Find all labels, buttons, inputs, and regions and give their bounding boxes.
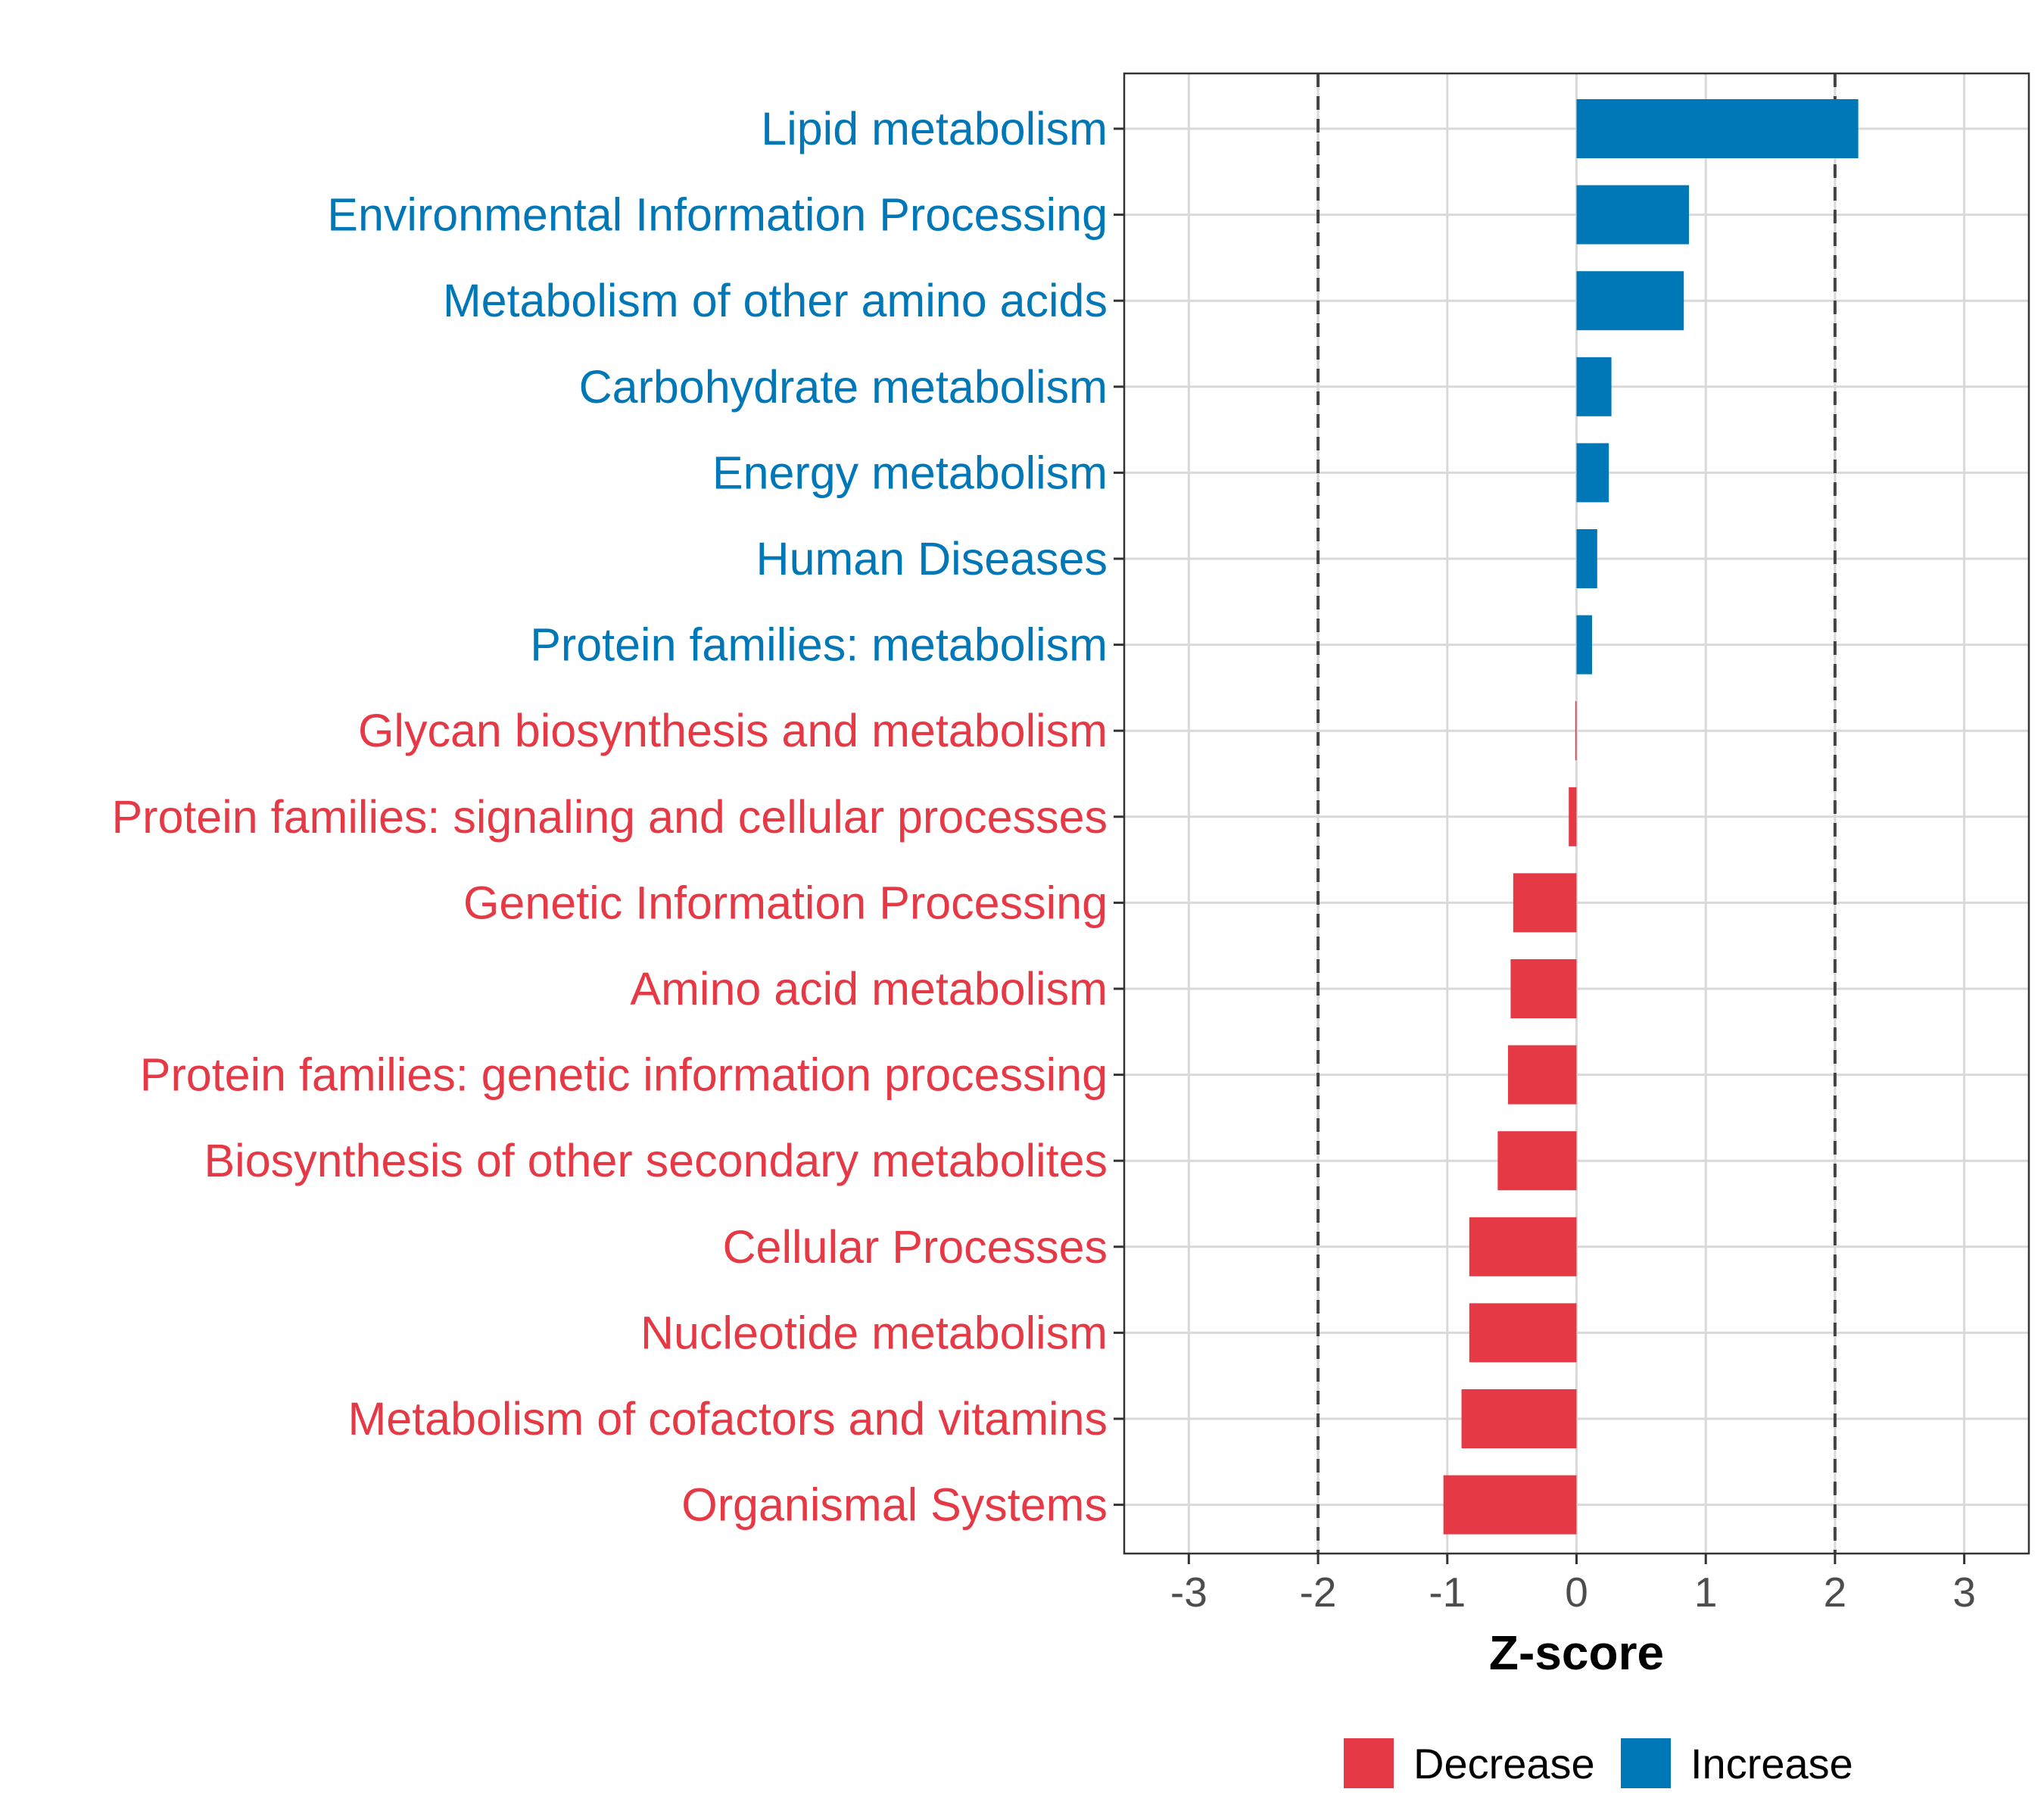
- legend-label-decrease: Decrease: [1413, 1740, 1595, 1787]
- category-label: Amino acid metabolism: [630, 963, 1108, 1014]
- x-axis-title: Z-score: [1489, 1625, 1664, 1680]
- x-tick-label: 1: [1694, 1569, 1718, 1616]
- bar: [1576, 185, 1690, 245]
- category-label: Protein families: metabolism: [530, 619, 1108, 671]
- x-axis-ticks: -3 -2 -1 0 1 2 3: [1170, 1554, 1976, 1616]
- bar: [1575, 701, 1577, 761]
- legend-swatch-increase: [1621, 1738, 1671, 1788]
- y-axis-labels: Lipid metabolism Environmental Informatio…: [111, 103, 1108, 1531]
- category-label: Genetic Information Processing: [463, 877, 1108, 928]
- bar: [1461, 1389, 1577, 1448]
- category-label: Human Diseases: [756, 533, 1108, 584]
- y-axis-ticks: [1114, 127, 1124, 1507]
- bar: [1576, 357, 1612, 416]
- category-label: Carbohydrate metabolism: [579, 361, 1108, 413]
- bar: [1576, 99, 1859, 158]
- legend-swatch-decrease: [1344, 1738, 1394, 1788]
- x-tick-label: 2: [1824, 1569, 1847, 1616]
- category-label: Protein families: genetic information pr…: [140, 1049, 1108, 1101]
- bar: [1510, 959, 1577, 1018]
- category-label: Lipid metabolism: [761, 103, 1108, 154]
- x-tick-label: 3: [1952, 1569, 1976, 1616]
- category-label: Metabolism of other amino acids: [443, 275, 1108, 326]
- x-tick-label: -1: [1429, 1569, 1466, 1616]
- x-tick-label: 0: [1565, 1569, 1588, 1616]
- reference-lines: [1316, 73, 1837, 1554]
- bar: [1469, 1217, 1577, 1276]
- bars: [1443, 99, 1859, 1535]
- category-label: Environmental Information Processing: [327, 189, 1108, 241]
- bar: [1576, 443, 1609, 503]
- bar: [1576, 615, 1592, 675]
- bar: [1508, 1045, 1577, 1105]
- bar: [1513, 873, 1577, 933]
- category-label: Metabolism of cofactors and vitamins: [347, 1393, 1108, 1445]
- bar: [1576, 271, 1684, 331]
- bar: [1469, 1303, 1577, 1363]
- legend: Decrease Increase: [1344, 1738, 1853, 1788]
- category-label: Biosynthesis of other secondary metaboli…: [204, 1135, 1108, 1186]
- x-tick-label: -3: [1170, 1569, 1207, 1616]
- category-label: Nucleotide metabolism: [640, 1307, 1108, 1358]
- category-label: Cellular Processes: [722, 1221, 1108, 1273]
- bar: [1569, 787, 1577, 846]
- bar: [1576, 529, 1597, 588]
- category-label: Protein families: signaling and cellular…: [111, 791, 1108, 843]
- category-label: Energy metabolism: [712, 447, 1108, 498]
- legend-label-increase: Increase: [1690, 1740, 1853, 1787]
- bar: [1497, 1131, 1577, 1191]
- category-label: Glycan biosynthesis and metabolism: [358, 705, 1108, 756]
- bar: [1443, 1475, 1577, 1535]
- x-tick-label: -2: [1300, 1569, 1337, 1616]
- category-label: Organismal Systems: [681, 1479, 1108, 1531]
